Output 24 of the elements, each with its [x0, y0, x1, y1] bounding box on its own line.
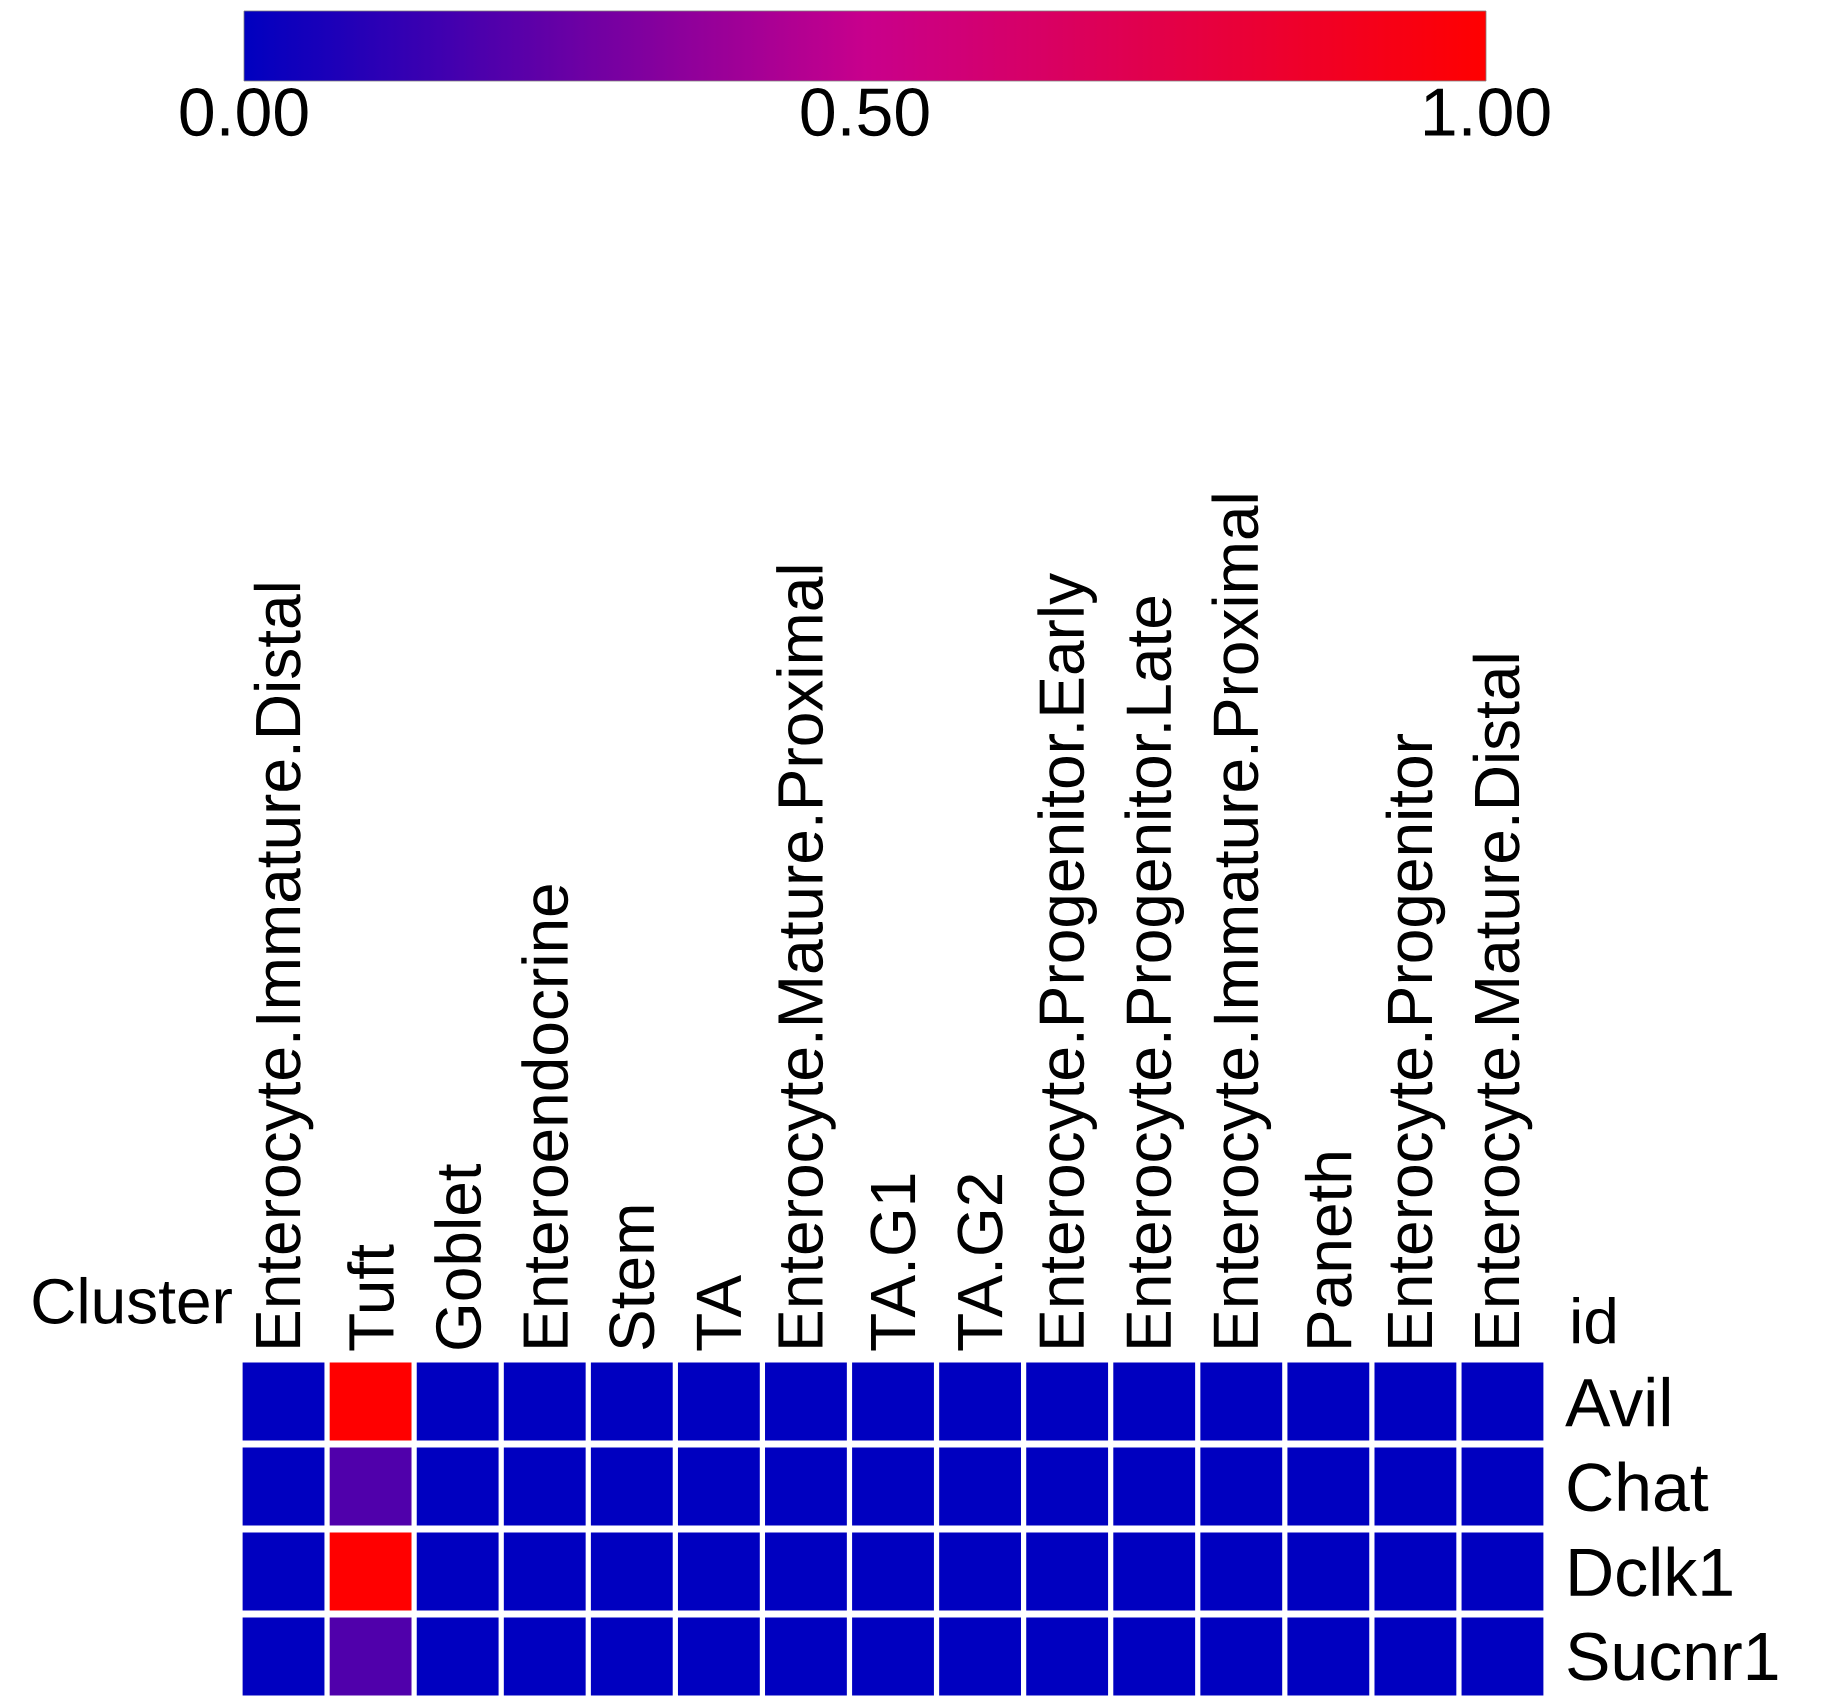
x-tick-label: TA.G1: [870, 1174, 916, 1351]
y-tick-label: Dclk1: [1570, 1546, 1732, 1597]
x-tick-label: Enterocyte.Progenitor.Late: [1124, 597, 1185, 1347]
x-tick-label: Enterocyte.Immature.Distal: [253, 584, 314, 1347]
x-tick-label: Tuft: [347, 1244, 395, 1351]
x-tick-label: Paneth: [1304, 1153, 1352, 1347]
x-tick-label: Enterocyte.Progenitor: [1385, 734, 1446, 1347]
color-bar-label: 0.50: [801, 88, 929, 137]
y-axis-title: id: [1573, 1296, 1615, 1344]
x-tick-label: Enterocyte.Mature.Distal: [1472, 655, 1533, 1347]
y-tick-label: Chat: [1568, 1461, 1709, 1512]
x-tick-label: TA: [696, 1275, 741, 1351]
y-tick-label: Avil: [1565, 1376, 1669, 1427]
color-bar-label: 1.00: [1425, 88, 1550, 137]
x-tick-label: Enteroendocrine: [521, 885, 569, 1347]
x-tick-label: Enterocyte.Progenitor.Early: [1037, 573, 1097, 1347]
color-bar-label: 0.00: [180, 88, 308, 137]
x-tick-label: Goblet: [434, 1163, 482, 1349]
x-axis-title: Cluster: [33, 1276, 232, 1324]
x-tick-label: Enterocyte.Mature.Proximal: [776, 566, 836, 1347]
y-tick-label: Sucnr1: [1568, 1632, 1778, 1681]
x-tick-label: Enterocyte.Immature.Proximal: [1211, 495, 1272, 1347]
x-tick-label: TA.G2: [957, 1174, 1003, 1351]
x-tick-label: Stem: [609, 1206, 655, 1350]
